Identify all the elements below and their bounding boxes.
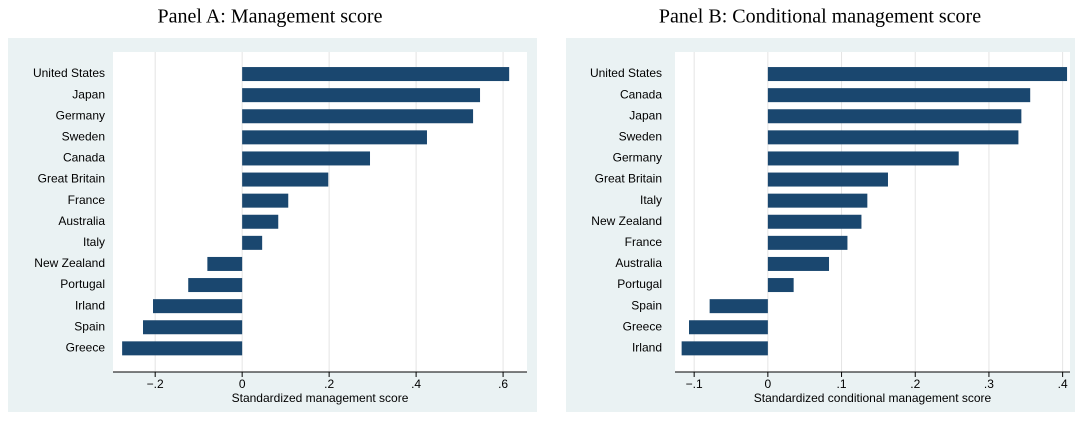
- bar: [767, 172, 888, 187]
- bar: [242, 193, 289, 208]
- category-label: Australia: [58, 214, 105, 228]
- x-tick-label: .4: [411, 377, 421, 391]
- category-label: Spain: [631, 298, 662, 312]
- category-label: France: [625, 235, 663, 249]
- x-tick-label: .4: [1058, 377, 1068, 391]
- x-tick-label: .3: [984, 377, 994, 391]
- category-label: Irland: [632, 341, 662, 355]
- bar: [242, 88, 481, 103]
- category-label: Great Britain: [38, 172, 105, 186]
- category-label: United States: [590, 66, 662, 80]
- x-tick-label: .2: [910, 377, 920, 391]
- plot-area: [675, 52, 1070, 372]
- category-label: Italy: [640, 193, 662, 207]
- bar: [242, 67, 510, 82]
- bar: [242, 214, 279, 229]
- bar: [767, 278, 794, 293]
- bar: [242, 151, 371, 166]
- category-label: Germany: [56, 108, 105, 122]
- panel-title: Panel B: Conditional management score: [659, 6, 981, 28]
- category-label: Greece: [623, 319, 663, 333]
- category-label: Canada: [620, 87, 662, 101]
- category-label: Australia: [615, 256, 662, 270]
- x-tick-label: .6: [498, 377, 508, 391]
- category-label: Sweden: [619, 130, 662, 144]
- category-label: New Zealand: [34, 256, 105, 270]
- bar: [709, 299, 768, 314]
- bar: [188, 278, 243, 293]
- plot-area: [113, 52, 527, 372]
- category-label: France: [68, 193, 106, 207]
- category-label: Great Britain: [595, 172, 662, 186]
- category-label: Irland: [75, 298, 105, 312]
- bar: [681, 341, 768, 356]
- category-label: Sweden: [62, 130, 105, 144]
- category-label: Canada: [63, 151, 105, 165]
- bar: [767, 88, 1031, 103]
- bar: [122, 341, 243, 356]
- bar: [767, 256, 830, 271]
- category-label: Japan: [72, 87, 105, 101]
- bar: [767, 151, 959, 166]
- bar: [767, 235, 848, 250]
- bar: [242, 130, 427, 145]
- bar: [242, 109, 474, 124]
- category-label: Germany: [613, 151, 662, 165]
- category-label: United States: [33, 66, 105, 80]
- category-label: Italy: [83, 235, 105, 249]
- category-label: Spain: [74, 319, 105, 333]
- x-tick-label: .1: [837, 377, 847, 391]
- x-tick-label: 0: [765, 377, 772, 391]
- x-axis-title: Standardized conditional management scor…: [754, 391, 992, 405]
- category-label: New Zealand: [591, 214, 662, 228]
- bar: [242, 235, 263, 250]
- x-tick-label: 0: [239, 377, 246, 391]
- category-label: Portugal: [617, 277, 662, 291]
- bar: [153, 299, 243, 314]
- bar: [242, 172, 329, 187]
- panel-title: Panel A: Management score: [158, 6, 383, 28]
- bar: [767, 214, 862, 229]
- bar: [767, 109, 1022, 124]
- category-label: Japan: [629, 108, 662, 122]
- bar: [207, 256, 243, 271]
- x-axis-title: Standardized management score: [232, 391, 409, 405]
- bar: [143, 320, 243, 335]
- category-label: Greece: [66, 341, 106, 355]
- category-label: Portugal: [60, 277, 105, 291]
- bar: [689, 320, 768, 335]
- x-tick-label: −.1: [686, 377, 703, 391]
- x-tick-label: −.2: [147, 377, 164, 391]
- bar: [767, 67, 1068, 82]
- x-tick-label: .2: [324, 377, 334, 391]
- bar: [767, 130, 1019, 145]
- bar: [767, 193, 868, 208]
